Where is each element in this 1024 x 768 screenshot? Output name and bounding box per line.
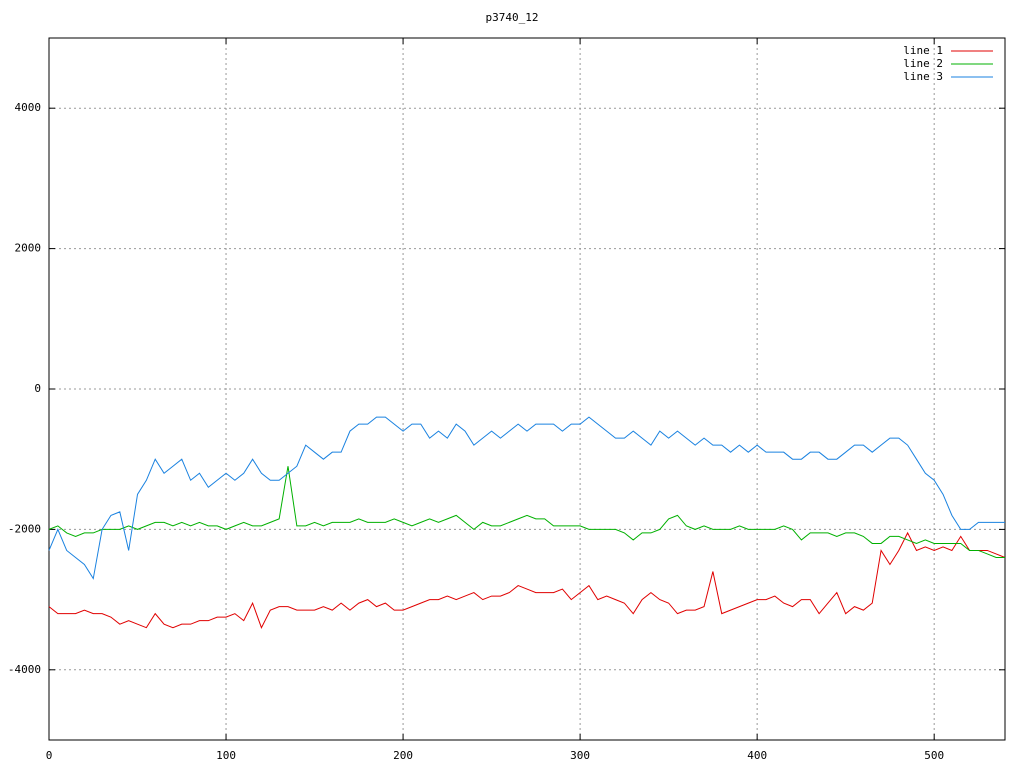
- legend-label: line 2: [903, 57, 943, 70]
- y-tick-label: 2000: [15, 242, 42, 255]
- y-tick-label: 4000: [15, 101, 42, 114]
- x-tick-label: 100: [216, 749, 236, 762]
- x-tick-label: 200: [393, 749, 413, 762]
- plot-frame: [48, 37, 1006, 741]
- x-tick-label: 0: [46, 749, 53, 762]
- data-line: [48, 416, 1005, 580]
- data-line: [48, 466, 1005, 558]
- legend-label: line 3: [903, 70, 943, 83]
- chart-title: p3740_12: [486, 11, 539, 24]
- x-tick-label: 500: [924, 749, 944, 762]
- legend-label: line 1: [903, 44, 943, 57]
- y-tick-label: -4000: [8, 663, 41, 676]
- y-tick-label: -2000: [8, 522, 41, 535]
- x-tick-label: 400: [747, 749, 767, 762]
- y-tick-label: 0: [34, 382, 41, 395]
- x-tick-label: 300: [570, 749, 590, 762]
- data-line: [48, 531, 1006, 629]
